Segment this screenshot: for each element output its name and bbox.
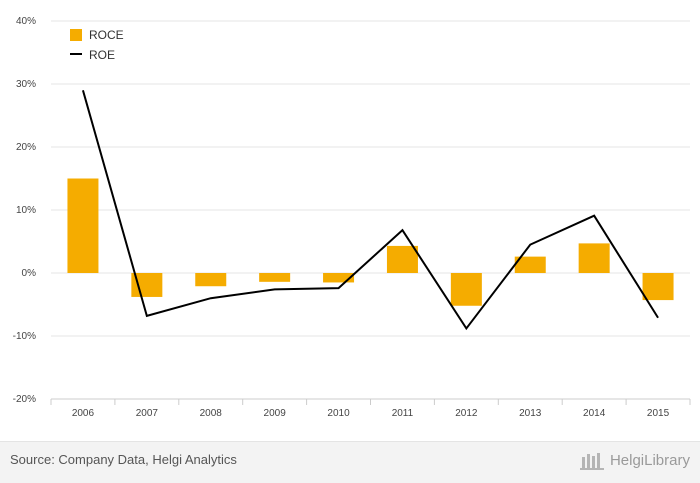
bar-roce bbox=[578, 243, 610, 273]
y-tick-label: 40% bbox=[16, 16, 36, 27]
x-tick-label: 2015 bbox=[647, 408, 670, 419]
brand-name: HelgiLibrary bbox=[609, 451, 690, 469]
bar-roce bbox=[386, 245, 418, 273]
y-tick-label: 20% bbox=[16, 142, 36, 153]
library-icon bbox=[579, 453, 604, 470]
bar-roce bbox=[514, 256, 546, 273]
bar-roce bbox=[259, 273, 291, 282]
source-text: Source: Company Data, Helgi Analytics bbox=[10, 452, 237, 467]
x-tick-label: 2006 bbox=[72, 408, 95, 419]
y-tick-label: -10% bbox=[13, 331, 36, 342]
y-tick-label: -20% bbox=[13, 394, 36, 405]
bar-roce bbox=[323, 273, 355, 283]
legend-label-roce: ROCE bbox=[89, 28, 124, 42]
y-tick-label: 30% bbox=[16, 79, 36, 90]
bar-roce bbox=[450, 273, 482, 306]
chart: -20% -10% 0% 10% 20% 30% 40% 2006 2007 2008 2009 20… bbox=[13, 16, 691, 419]
x-tick-label: 2008 bbox=[200, 408, 223, 419]
footer: Source: Company Data, Helgi Analytics He… bbox=[0, 441, 700, 483]
legend-label-roe: ROE bbox=[89, 48, 115, 62]
bar-roce bbox=[642, 273, 674, 301]
legend-swatch-roce bbox=[70, 29, 82, 41]
x-tick-label: 2013 bbox=[519, 408, 542, 419]
y-tick-label: 10% bbox=[16, 205, 36, 216]
x-tick-label: 2007 bbox=[136, 408, 159, 419]
bar-roce bbox=[67, 178, 99, 273]
y-tick-label: 0% bbox=[22, 268, 37, 279]
bar-roce bbox=[195, 273, 227, 287]
x-tick-label: 2009 bbox=[264, 408, 287, 419]
x-tick-label: 2010 bbox=[327, 408, 350, 419]
x-tick-label: 2012 bbox=[455, 408, 478, 419]
x-tick-label: 2014 bbox=[583, 408, 606, 419]
line-roe bbox=[81, 90, 659, 331]
brand-logo: HelgiLibrary bbox=[579, 450, 690, 470]
x-tick-label: 2011 bbox=[392, 408, 414, 419]
